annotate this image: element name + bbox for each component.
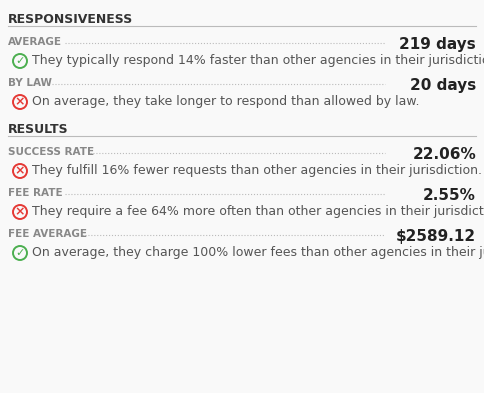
Text: SUCCESS RATE: SUCCESS RATE xyxy=(8,147,94,157)
Text: BY LAW: BY LAW xyxy=(8,78,52,88)
Text: They require a fee 64% more often than other agencies in their jurisdiction.: They require a fee 64% more often than o… xyxy=(32,205,484,218)
Text: On average, they charge 100% lower fees than other agencies in their jurisdictio: On average, they charge 100% lower fees … xyxy=(32,246,484,259)
Text: ×: × xyxy=(15,165,25,178)
Text: FEE AVERAGE: FEE AVERAGE xyxy=(8,229,87,239)
Text: ×: × xyxy=(15,206,25,219)
Text: ✓: ✓ xyxy=(15,56,25,66)
Text: They typically respond 14% faster than other agencies in their jurisdiction: They typically respond 14% faster than o… xyxy=(32,54,484,67)
Text: AVERAGE: AVERAGE xyxy=(8,37,62,47)
Text: 20 days: 20 days xyxy=(410,78,476,93)
Text: FEE RATE: FEE RATE xyxy=(8,188,62,198)
Text: 219 days: 219 days xyxy=(399,37,476,52)
Text: On average, they take longer to respond than allowed by law.: On average, they take longer to respond … xyxy=(32,95,420,108)
Text: 2.55%: 2.55% xyxy=(423,188,476,203)
Text: RESPONSIVENESS: RESPONSIVENESS xyxy=(8,13,133,26)
Text: RESULTS: RESULTS xyxy=(8,123,69,136)
Text: 22.06%: 22.06% xyxy=(412,147,476,162)
Text: $2589.12: $2589.12 xyxy=(396,229,476,244)
Text: They fulfill 16% fewer requests than other agencies in their jurisdiction.: They fulfill 16% fewer requests than oth… xyxy=(32,164,482,177)
Text: ×: × xyxy=(15,95,25,108)
Text: ✓: ✓ xyxy=(15,248,25,258)
